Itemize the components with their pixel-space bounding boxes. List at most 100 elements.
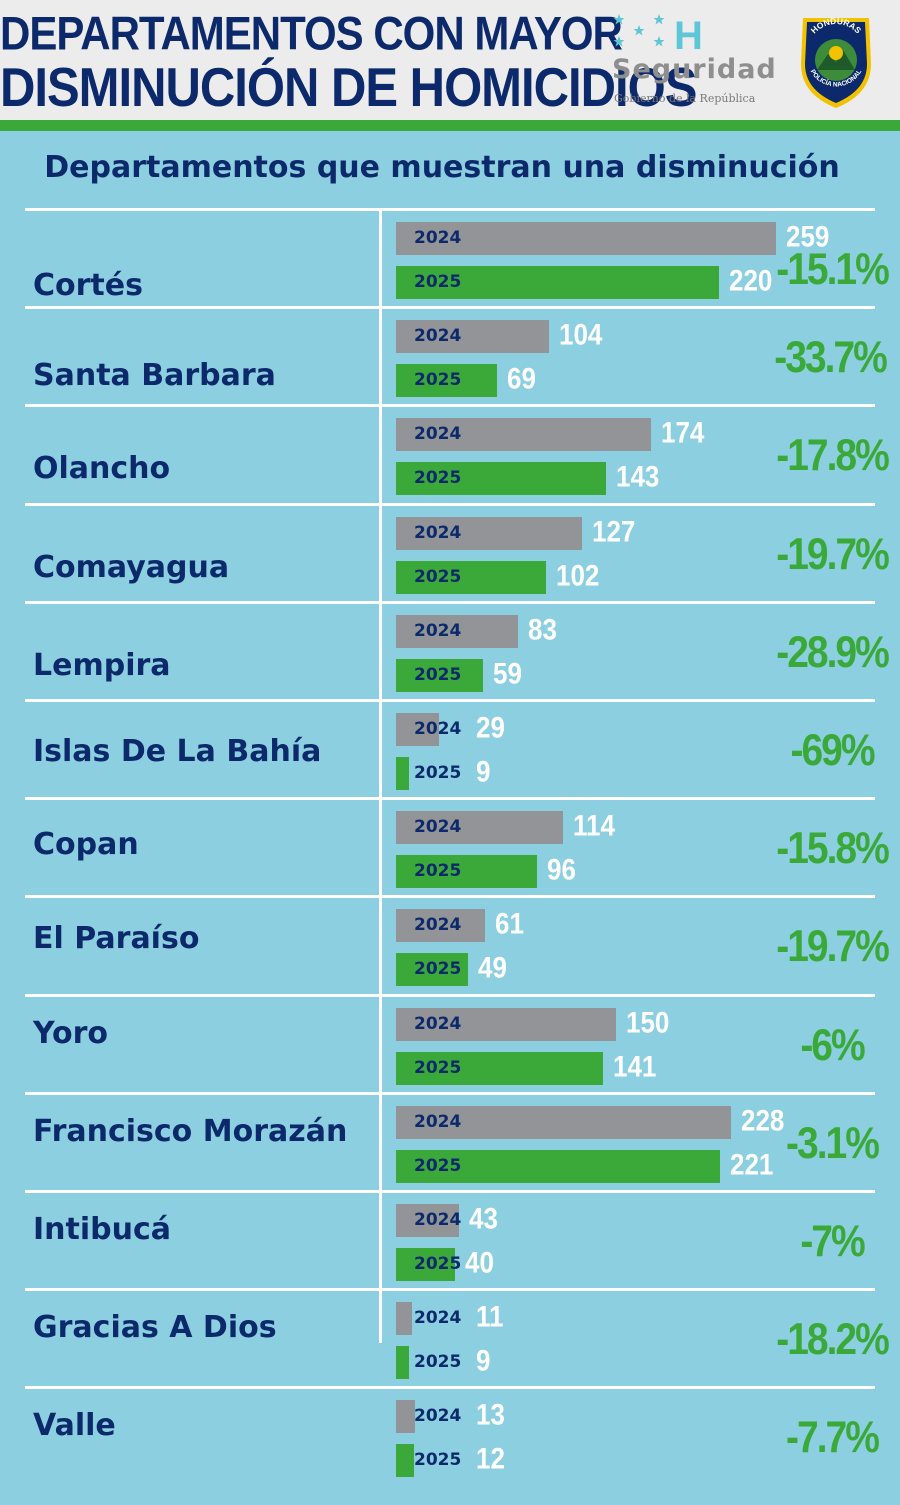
percent-change-label: -33.7% (774, 332, 888, 383)
title-line-2: DISMINUCIÓN DE HOMICIDIOS (0, 57, 697, 119)
value-label-2024: 228 (741, 1102, 785, 1138)
policia-nacional-badge-icon: HONDURAS POLICÍA NACIONAL (801, 16, 871, 108)
bar-2024 (396, 222, 776, 255)
department-label: Yoro (33, 1016, 108, 1051)
value-label-2025: 40 (465, 1244, 494, 1280)
chart-row: Copan 2024 2025 114 96 -15.8% (0, 797, 900, 895)
bar-2024 (396, 320, 549, 353)
department-label: Islas De La Bahía (33, 734, 322, 769)
percent-change-label: -15.1% (776, 244, 890, 295)
department-label: Francisco Morazán (33, 1114, 348, 1149)
year-label-2024: 2024 (414, 424, 462, 444)
seguridad-logo-icon: H (613, 14, 703, 56)
row-divider (25, 601, 875, 604)
row-divider (25, 895, 875, 898)
year-label-2024: 2024 (414, 915, 462, 935)
row-divider (25, 1288, 875, 1291)
year-label-2024: 2024 (414, 523, 462, 543)
year-label-2025: 2025 (414, 272, 462, 292)
row-divider (25, 208, 875, 211)
row-divider (25, 1386, 875, 1389)
department-label: Gracias A Dios (33, 1310, 277, 1345)
value-label-2024: 11 (476, 1298, 504, 1334)
bar-2024 (396, 1302, 412, 1335)
percent-change-label: -28.9% (776, 627, 890, 678)
value-label-2025: 69 (507, 360, 536, 396)
value-label-2025: 49 (478, 949, 507, 985)
bar-2024 (396, 811, 563, 844)
department-label: El Paraíso (33, 921, 200, 956)
department-label: Cortés (33, 268, 143, 303)
bar-2025 (396, 364, 497, 397)
bar-2025 (396, 561, 546, 594)
chart-row: Olancho 2024 2025 174 143 -17.8% (0, 404, 900, 502)
value-label-2025: 9 (476, 1342, 491, 1378)
value-label-2024: 114 (573, 807, 615, 843)
year-label-2024: 2024 (414, 621, 462, 641)
seguridad-logo: H Seguridad Gobierno de la República (612, 12, 782, 112)
year-label-2024: 2024 (414, 1308, 462, 1328)
bar-2024 (396, 1106, 731, 1139)
year-label-2024: 2024 (414, 1406, 462, 1426)
row-divider (25, 1190, 875, 1193)
row-divider (25, 503, 875, 506)
row-divider (25, 1092, 875, 1095)
department-label: Intibucá (33, 1212, 172, 1247)
row-divider (25, 699, 875, 702)
year-label-2025: 2025 (414, 1254, 462, 1274)
year-label-2025: 2025 (414, 567, 462, 587)
row-divider (25, 404, 875, 407)
bar-2024 (396, 517, 582, 550)
logo-subtitle: Gobierno de la República (614, 92, 756, 105)
bar-2025 (396, 1052, 603, 1085)
chart-row: Yoro 2024 2025 150 141 -6% (0, 994, 900, 1092)
percent-change-label: -15.8% (776, 823, 890, 874)
percent-change-label: -7% (800, 1216, 865, 1267)
department-label: Santa Barbara (33, 358, 276, 393)
chart-subtitle: Departamentos que muestran una disminuci… (44, 150, 840, 185)
percent-change-label: -6% (800, 1020, 865, 1071)
percent-change-label: -19.7% (776, 921, 890, 972)
year-label-2024: 2024 (414, 817, 462, 837)
bar-2025 (396, 266, 719, 299)
logo-letter: H (674, 14, 703, 56)
bar-2024 (396, 1400, 415, 1433)
title-line-1: DEPARTAMENTOS CON MAYOR (0, 7, 623, 60)
year-label-2024: 2024 (414, 1210, 462, 1230)
chart-row: Comayagua 2024 2025 127 102 -19.7% (0, 503, 900, 601)
bar-2024 (396, 1008, 616, 1041)
chart-row: Francisco Morazán 2024 2025 228 221 -3.1% (0, 1092, 900, 1190)
value-label-2025: 9 (476, 753, 491, 789)
value-label-2025: 220 (729, 262, 773, 298)
bar-2025 (396, 462, 606, 495)
logo-word: Seguridad (612, 54, 777, 85)
row-divider (25, 797, 875, 800)
year-label-2025: 2025 (414, 665, 462, 685)
year-label-2025: 2025 (414, 1058, 462, 1078)
percent-change-label: -3.1% (786, 1118, 880, 1169)
year-label-2024: 2024 (414, 1014, 462, 1034)
year-label-2025: 2025 (414, 959, 462, 979)
department-label: Comayagua (33, 550, 230, 586)
header: DEPARTAMENTOS CON MAYOR DISMINUCIÓN DE H… (0, 0, 900, 120)
value-label-2025: 102 (556, 557, 600, 593)
row-divider (25, 994, 875, 997)
value-label-2025: 141 (613, 1048, 657, 1084)
bar-2024 (396, 1204, 459, 1237)
value-label-2024: 104 (559, 316, 603, 352)
bar-2024 (396, 615, 518, 648)
chart-row: El Paraíso 2024 2025 61 49 -19.7% (0, 895, 900, 993)
chart-row: Islas De La Bahía 2024 2025 29 9 -69% (0, 699, 900, 797)
value-label-2024: 61 (495, 905, 524, 941)
value-label-2025: 59 (493, 655, 522, 691)
value-label-2024: 29 (476, 709, 505, 745)
bar-2024 (396, 909, 485, 942)
value-label-2024: 43 (469, 1200, 498, 1236)
year-label-2025: 2025 (414, 861, 462, 881)
department-label: Valle (33, 1408, 116, 1443)
value-label-2024: 259 (786, 218, 830, 254)
percent-change-label: -19.7% (776, 529, 890, 580)
year-label-2025: 2025 (414, 370, 462, 390)
bar-2025 (396, 1346, 409, 1379)
year-label-2025: 2025 (414, 468, 462, 488)
